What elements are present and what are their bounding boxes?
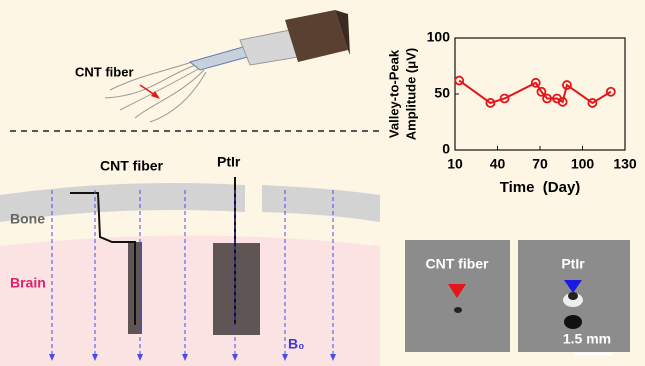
x-tick-label: 70 — [532, 156, 548, 172]
mri-spot — [454, 307, 462, 313]
y-tick-label: 0 — [442, 141, 450, 157]
scale-label: 1.5 mm — [563, 331, 611, 347]
x-tick-label: 100 — [571, 156, 595, 172]
mri-left-label: CNT fiber — [426, 256, 490, 272]
cnt-label: CNT fiber — [100, 158, 164, 174]
mri-right-label: PtIr — [561, 256, 585, 272]
y-tick-label: 100 — [427, 29, 451, 45]
ptir-artifact — [213, 243, 260, 335]
x-tick-label: 10 — [447, 156, 463, 172]
brain-region — [0, 236, 380, 366]
x-axis-label: Time (Day) — [500, 179, 581, 196]
field-label: B₀ — [288, 336, 304, 352]
mri-dark-small — [568, 292, 578, 300]
y-axis-label: Amplitude (μV) — [403, 48, 418, 140]
brain-label: Brain — [10, 275, 46, 291]
x-tick-label: 130 — [613, 156, 637, 172]
device-label: CNT fiber — [75, 64, 134, 79]
ptir-label: PtIr — [217, 154, 241, 170]
y-axis-label: Valley-to-Peak — [386, 49, 401, 138]
mri-dark — [564, 315, 582, 329]
bone-label: Bone — [10, 211, 45, 227]
y-tick-label: 50 — [434, 85, 450, 101]
x-tick-label: 40 — [490, 156, 506, 172]
figure: CNT fiber CNT fiber PtIr Bone Brain B₀ C… — [0, 0, 645, 366]
